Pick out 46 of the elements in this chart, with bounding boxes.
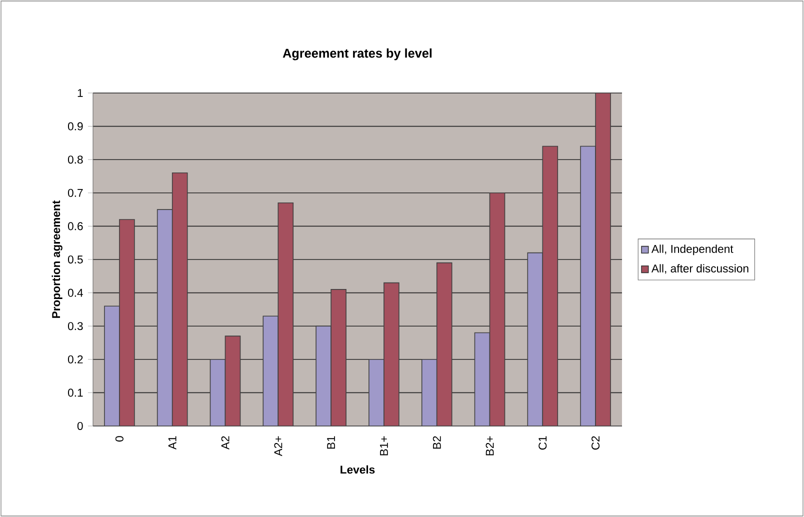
x-tick-label: A2+ (274, 436, 282, 456)
x-tick-label: B1 (327, 436, 335, 449)
y-axis-title: Proportion agreement (52, 200, 62, 318)
x-tick-label: A1 (168, 436, 176, 450)
y-tick-label: 0.8 (68, 156, 83, 164)
x-tick-label: B2 (432, 436, 441, 449)
y-tick-label: 1 (78, 89, 83, 97)
y-tick-label: 0.3 (68, 322, 83, 330)
x-tick-label: B2+ (486, 436, 494, 456)
bar (210, 358, 226, 426)
bar (489, 192, 506, 426)
x-tick-label: A2 (221, 436, 230, 450)
bar (104, 306, 120, 426)
bar (421, 358, 438, 426)
bar (119, 219, 135, 426)
y-tick-label: 0.5 (68, 255, 83, 264)
bar (527, 252, 544, 426)
bar (384, 282, 400, 426)
x-tick-label: B1+ (380, 436, 388, 456)
bar (474, 332, 490, 426)
y-tick-label: 0 (77, 422, 83, 430)
y-tick-label: 0.4 (68, 288, 83, 297)
bar (580, 146, 596, 426)
bar (330, 289, 346, 426)
x-tick-label: C2 (592, 436, 600, 450)
bar (262, 316, 279, 426)
legend-label: All, after discussion (651, 264, 748, 274)
bar (172, 172, 188, 426)
y-tick-label: 0.6 (68, 222, 83, 230)
x-tick-label: 0 (115, 436, 124, 442)
y-tick-label: 0.2 (68, 355, 83, 364)
chart-title: Agreement rates by level (282, 48, 432, 60)
bar (368, 358, 384, 426)
bar (595, 92, 611, 426)
bar (278, 202, 294, 426)
x-tick-label: C1 (538, 436, 547, 450)
x-axis-title: Levels (340, 465, 375, 474)
y-tick-label: 0.1 (68, 388, 83, 397)
bar (542, 146, 558, 426)
y-tick-label: 0.9 (68, 122, 83, 130)
bar (316, 326, 332, 426)
y-tick-label: 0.7 (68, 188, 83, 197)
bar (156, 209, 173, 426)
bar (436, 262, 452, 426)
legend-label: All, Independent (651, 244, 734, 256)
bar (224, 336, 241, 426)
